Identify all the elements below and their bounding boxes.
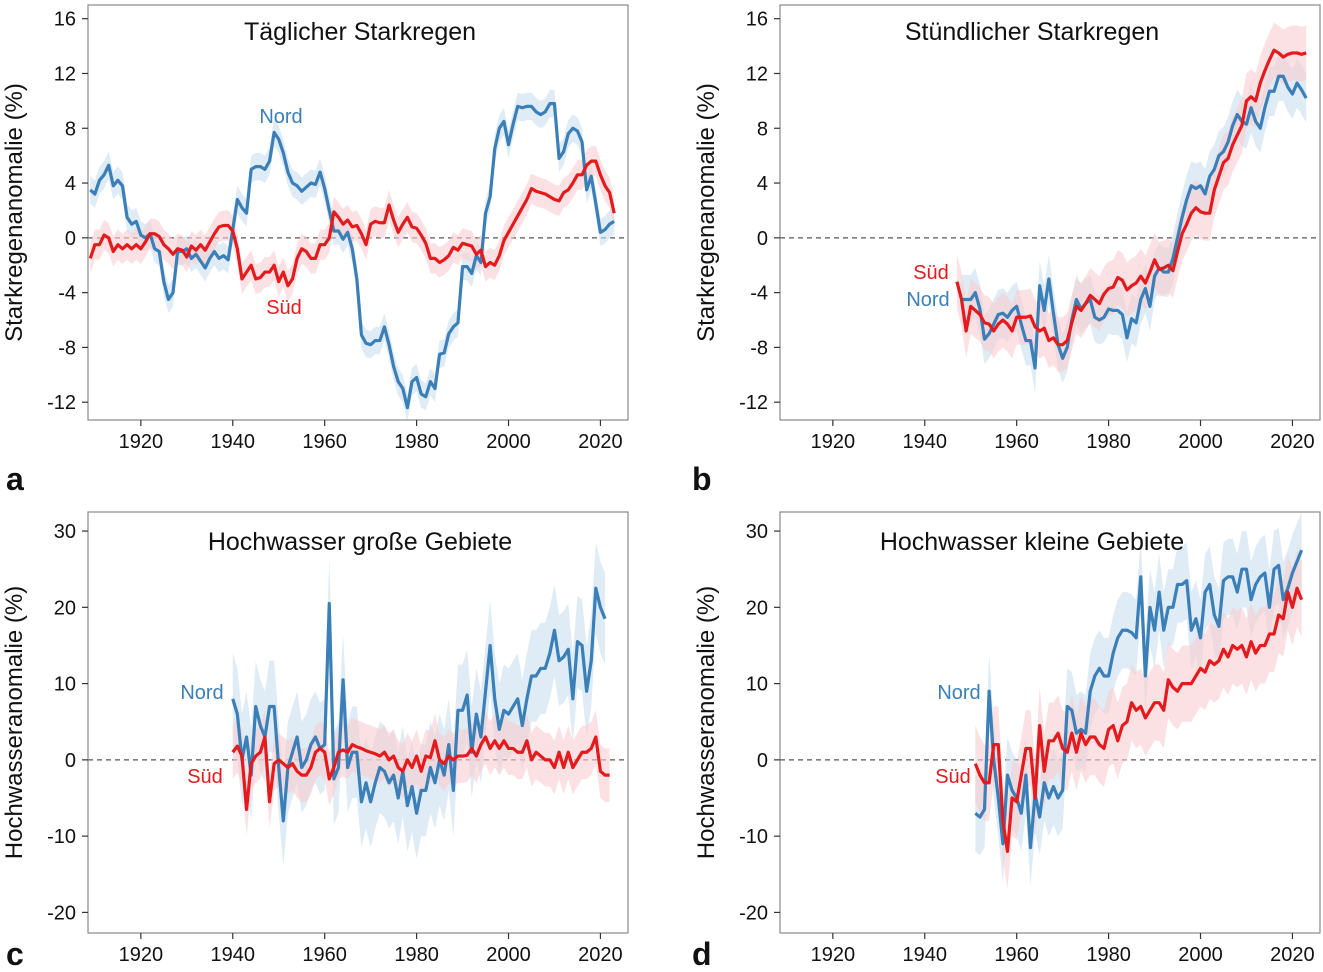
series-line-nord	[961, 74, 1308, 370]
x-tick-label: 1980	[1086, 944, 1131, 966]
plot-frame	[779, 4, 1321, 421]
series-label: Nord	[180, 682, 223, 704]
y-tick-label: -20	[47, 902, 76, 924]
series-label: Süd	[187, 766, 223, 788]
plot-area	[955, 22, 1308, 393]
panel-title: Stündlicher Starkregen	[905, 18, 1159, 46]
plot-area	[973, 512, 1304, 890]
y-tick-label: 16	[746, 9, 768, 31]
confidence-band-sued	[90, 146, 615, 301]
series-label: Nord	[906, 289, 949, 311]
x-tick-label: 1960	[302, 431, 347, 453]
y-axis-label: Hochwasseranomalie (%)	[1, 586, 28, 859]
series-line-nord	[231, 586, 607, 823]
y-tick-label: -8	[58, 337, 76, 359]
series-label: Nord	[259, 106, 302, 128]
y-tick-label: 4	[65, 173, 76, 195]
y-tick-label: 8	[757, 118, 768, 140]
x-tick-label: 1920	[811, 944, 856, 966]
panel-d: Nord Süd -20 -10 0 10 20 30 1920 1940 1960 1980 2000…	[692, 511, 1321, 972]
y-tick-label: -10	[739, 826, 768, 848]
x-tick-label: 1980	[394, 944, 439, 966]
y-tick-label: -8	[750, 337, 768, 359]
series-line-nord	[974, 549, 1304, 850]
series-line-sued	[973, 586, 1304, 853]
panel-letter: a	[6, 461, 24, 497]
y-tick-label: -12	[47, 392, 76, 414]
panel-title: Hochwasser große Gebiete	[208, 528, 512, 556]
panel-title: Täglicher Starkregen	[244, 18, 476, 46]
x-tick-label: 1920	[811, 431, 856, 453]
series-line-sued	[88, 159, 616, 288]
series-line-sued	[955, 48, 1307, 347]
panel-title: Hochwasser kleine Gebiete	[880, 528, 1184, 556]
x-tick-label: 2020	[578, 944, 623, 966]
plot-frame	[779, 511, 1321, 934]
confidence-band-sued	[232, 710, 610, 837]
x-tick-label: 2000	[486, 944, 531, 966]
series-line-nord	[89, 102, 616, 410]
series-line-sued	[231, 735, 610, 812]
y-tick-label: 16	[54, 9, 76, 31]
y-tick-label: 10	[746, 674, 768, 696]
series-label: Süd	[913, 262, 949, 284]
panel-a: Nord Süd -12 -8 -4 0 4 8 12 16 1920 1940 1960 1980 200…	[1, 4, 629, 497]
y-tick-label: 0	[757, 750, 768, 772]
panel-letter: b	[692, 461, 712, 497]
y-tick-label: -4	[750, 283, 768, 305]
x-tick-label: 1940	[903, 431, 948, 453]
panel-letter: d	[692, 936, 712, 967]
y-tick-label: -4	[58, 283, 76, 305]
x-tick-label: 1940	[903, 944, 948, 966]
confidence-band-nord	[232, 542, 606, 867]
y-tick-label: -10	[47, 826, 76, 848]
confidence-band-nord	[961, 51, 1307, 393]
x-tick-label: 2020	[1270, 944, 1315, 966]
y-tick-label: 30	[746, 521, 768, 543]
y-tick-label: 0	[65, 750, 76, 772]
series-label: Süd	[935, 766, 971, 788]
x-tick-label: 1920	[119, 431, 164, 453]
x-tick-label: 1980	[1086, 431, 1131, 453]
x-tick-label: 2000	[486, 431, 531, 453]
y-tick-label: 10	[54, 674, 76, 696]
y-tick-label: 20	[54, 597, 76, 619]
y-tick-label: 12	[54, 63, 76, 85]
panel-c: Nord Süd -20 -10 0 10 20 30 1920 1940 1960 1980 2000…	[1, 511, 629, 972]
y-axis-label: Starkregenanomalie (%)	[1, 83, 28, 342]
x-tick-label: 2000	[1178, 431, 1223, 453]
y-tick-label: 12	[746, 63, 768, 85]
y-tick-label: 20	[746, 597, 768, 619]
y-tick-label: -20	[739, 902, 768, 924]
panel-b: Nord Süd -12 -8 -4 0 4 8 12 16 1920 1940 1960 1980 200…	[692, 4, 1321, 497]
y-axis-label: Hochwasseranomalie (%)	[693, 586, 720, 859]
y-tick-label: 0	[757, 228, 768, 250]
x-tick-label: 1960	[302, 944, 347, 966]
y-tick-label: 4	[757, 173, 768, 195]
y-tick-label: 0	[65, 228, 76, 250]
x-tick-label: 2020	[578, 431, 623, 453]
x-tick-label: 2020	[1270, 431, 1315, 453]
plot-frame	[87, 511, 629, 934]
y-tick-label: 30	[54, 521, 76, 543]
x-tick-label: 1960	[994, 944, 1039, 966]
series-label: Nord	[937, 682, 980, 704]
x-tick-label: 1940	[211, 431, 256, 453]
y-tick-label: -12	[739, 392, 768, 414]
panel-letter: c	[6, 936, 24, 967]
x-tick-label: 1940	[211, 944, 256, 966]
x-tick-label: 1960	[994, 431, 1039, 453]
series-label: Süd	[266, 297, 302, 319]
y-axis-label: Starkregenanomalie (%)	[693, 83, 720, 342]
plot-area	[231, 542, 610, 867]
confidence-band-sued	[975, 550, 1302, 890]
plot-area	[88, 89, 616, 420]
x-tick-label: 2000	[1178, 944, 1223, 966]
x-tick-label: 1980	[394, 431, 439, 453]
plot-frame	[87, 4, 629, 421]
x-tick-label: 1920	[119, 944, 164, 966]
y-tick-label: 8	[65, 118, 76, 140]
